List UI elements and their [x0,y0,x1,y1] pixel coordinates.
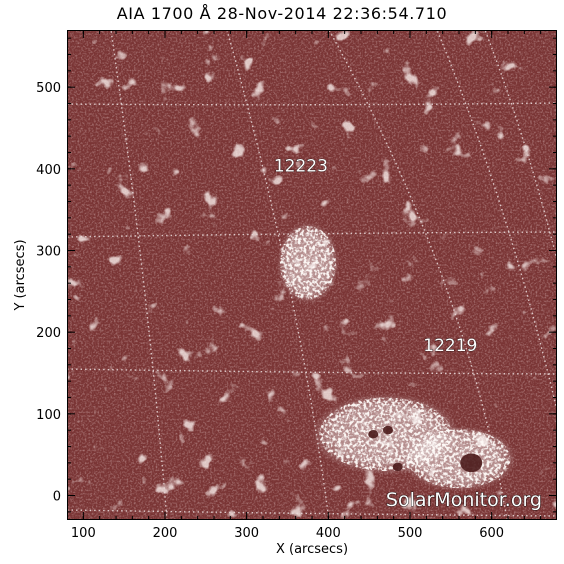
plot-area: 12223 12219 SolarMonitor.org [67,30,557,520]
active-region-labels: 12223 12219 [274,156,478,356]
longitude-line [110,30,168,520]
x-tick-label: 200 [153,526,178,541]
sunspot [382,425,393,435]
sunspot [460,453,483,473]
latitude-line [67,102,557,106]
solar-image [67,30,557,520]
y-tick-label: 0 [53,490,61,505]
y-tick-label: 200 [36,326,61,341]
x-tick-label: 500 [398,526,423,541]
y-tick-label: 100 [36,408,61,423]
y-tick-label: 400 [36,163,61,178]
longitude-line [328,30,508,520]
y-tick-label: 500 [36,81,61,96]
heliographic-grid [67,30,557,520]
sunspot [368,430,379,439]
solar-image-svg: 12223 12219 SolarMonitor.org [67,30,557,520]
solarmonitor-watermark: SolarMonitor.org [386,489,542,511]
latitude-line [67,509,557,517]
x-tick-label: 600 [479,526,504,541]
x-tick-label: 300 [234,526,259,541]
sunspot-group [368,425,483,473]
y-axis-label: Y (arcsecs) [13,239,28,311]
longitude-line [484,30,557,261]
longitude-line [436,30,557,411]
x-tick-label: 400 [316,526,341,541]
sunspot [392,462,403,472]
active-region-label: 12223 [274,156,328,176]
active-region-label: 12219 [423,336,477,356]
y-tick-label: 300 [36,245,61,260]
plage-regions [276,221,517,492]
plage-core [407,429,511,489]
plot-title: AIA 1700 Å 28-Nov-2014 22:36:54.710 [116,4,448,23]
x-tick-label: 100 [71,526,96,541]
latitude-line [67,231,557,238]
plage-core [279,226,336,300]
latitude-line [67,368,557,375]
x-axis-label: X (arcsecs) [276,542,348,557]
